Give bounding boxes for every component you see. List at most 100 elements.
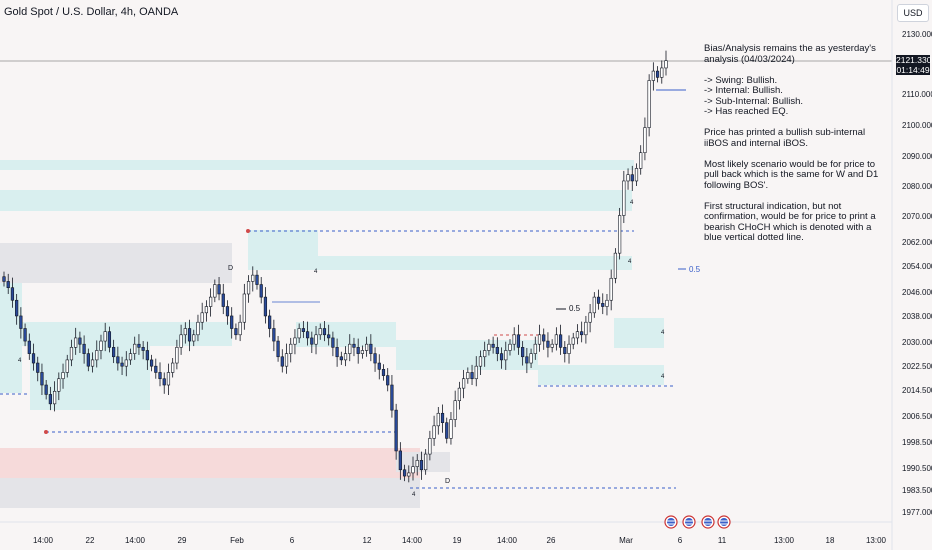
bear-candle xyxy=(78,337,82,345)
bear-candle xyxy=(255,274,259,285)
bull-candle xyxy=(251,274,255,282)
bull-candle xyxy=(57,378,61,392)
zones xyxy=(0,160,664,508)
bear-candle xyxy=(6,281,10,288)
time-tick: Mar xyxy=(619,536,633,545)
bull-candle xyxy=(618,215,622,254)
time-tick: 14:00 xyxy=(497,536,518,545)
symbol-title[interactable]: Gold Spot / U.S. Dollar, 4h, OANDA xyxy=(4,6,179,18)
analysis-line: -> Sub-Internal: Bullish. xyxy=(704,95,804,107)
bull-candle xyxy=(128,353,133,361)
bull-candle xyxy=(318,328,322,336)
bear-candle xyxy=(499,353,504,361)
bull-candle xyxy=(297,328,301,339)
economic-events[interactable] xyxy=(664,515,731,529)
current-price-value: 2121.330 xyxy=(896,55,932,65)
time-axis[interactable]: 14:00 22 14:00 29 Feb 6 12 14:00 19 14:00 26 Mar 6 11… xyxy=(0,521,892,545)
us-flag-icon[interactable] xyxy=(682,515,696,529)
bear-candle xyxy=(82,343,86,354)
eq-label: 0.5 xyxy=(689,265,701,274)
us-flag-icon[interactable] xyxy=(717,515,731,529)
bull-candle xyxy=(74,337,78,348)
price-tick: 2014.500 xyxy=(902,386,932,395)
bear-candle xyxy=(221,293,225,307)
bear-candle xyxy=(339,356,343,361)
analysis-line xyxy=(704,149,889,160)
grey-zone xyxy=(0,243,232,283)
bear-candle xyxy=(10,287,15,301)
bear-candle xyxy=(158,372,162,380)
time-tick: 6 xyxy=(678,536,683,545)
bull-candle xyxy=(478,356,483,367)
bull-candle xyxy=(69,347,74,361)
bear-candle xyxy=(272,328,276,342)
analysis-line: First structural indication, but not con… xyxy=(704,200,876,243)
bear-candle xyxy=(516,334,521,348)
bull-candle xyxy=(424,453,428,471)
currency-selector[interactable]: USD xyxy=(897,4,929,22)
time-tick: 13:00 xyxy=(866,536,887,545)
price-axis[interactable]: 2130.000 2110.000 2100.000 2090.000 2080.000… xyxy=(891,0,932,550)
bull-candle xyxy=(314,334,318,345)
bear-candle xyxy=(352,343,356,348)
bear-candle xyxy=(234,328,238,336)
us-flag-icon[interactable] xyxy=(701,515,715,529)
bull-candle xyxy=(348,343,352,354)
time-tick: 13:00 xyxy=(774,536,795,545)
bear-candle xyxy=(445,422,449,439)
bull-candle xyxy=(365,343,369,351)
bear-candle xyxy=(280,356,284,367)
small-marker: 4 xyxy=(661,374,665,380)
bear-candle xyxy=(145,350,149,361)
bull-candle xyxy=(613,252,618,279)
bull-candle xyxy=(192,334,196,342)
bull-candle xyxy=(512,334,516,345)
bull-candle xyxy=(407,472,411,477)
bear-candle xyxy=(563,347,567,354)
bull-candle xyxy=(660,67,664,78)
d-marker: D xyxy=(228,265,233,272)
bull-candle xyxy=(461,378,466,389)
bear-candle xyxy=(187,328,192,342)
bear-candle xyxy=(107,331,112,348)
price-tick: 2130.000 xyxy=(902,30,932,39)
candles xyxy=(2,50,668,483)
bear-candle xyxy=(27,340,31,354)
bull-candle xyxy=(643,127,647,154)
bear-candle xyxy=(386,375,390,386)
bear-candle xyxy=(630,174,634,182)
bear-candle xyxy=(373,353,377,364)
bear-candle xyxy=(521,347,525,358)
bear-candle xyxy=(263,296,268,317)
time-tick: 11 xyxy=(718,536,727,545)
us-flag-icon[interactable] xyxy=(664,515,678,529)
demand-zone xyxy=(248,256,632,270)
demand-zone xyxy=(396,340,538,370)
small-marker: 4 xyxy=(630,200,634,206)
price-tick: 2046.000 xyxy=(902,288,932,297)
small-marker: 4 xyxy=(412,492,416,498)
bull-candle xyxy=(504,350,508,361)
bear-candle xyxy=(580,331,584,336)
bull-candle xyxy=(343,353,348,361)
bear-candle xyxy=(36,362,40,373)
bear-candle xyxy=(301,328,305,332)
bull-candle xyxy=(605,299,609,307)
bear-candle xyxy=(120,362,124,367)
bear-candle xyxy=(596,296,601,304)
bear-candle xyxy=(217,284,221,295)
small-marker: 4 xyxy=(314,269,318,275)
bull-candle xyxy=(651,70,655,81)
bull-candle xyxy=(103,331,107,342)
bear-candle xyxy=(327,334,331,339)
price-tick: 2022.500 xyxy=(902,362,932,371)
bear-candle xyxy=(322,328,327,336)
price-tick: 2062.000 xyxy=(902,238,932,247)
bear-candle xyxy=(394,409,398,452)
bull-candle xyxy=(571,337,575,345)
bull-candle xyxy=(537,334,542,345)
swing-point xyxy=(44,430,48,434)
bull-candle xyxy=(575,331,580,339)
time-tick: 18 xyxy=(826,536,835,545)
